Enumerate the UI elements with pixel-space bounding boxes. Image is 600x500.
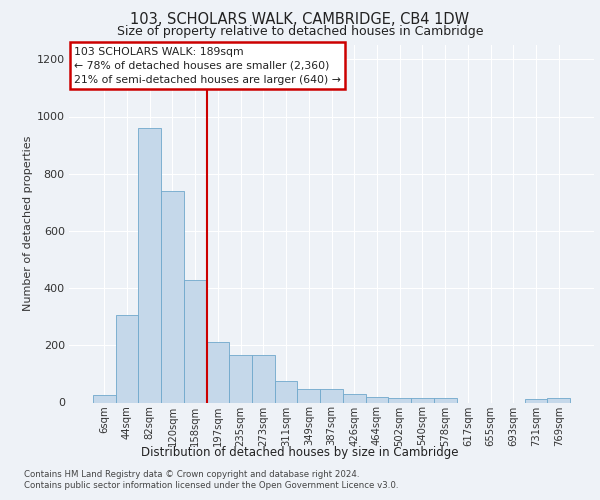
Bar (116, 316, 139, 402)
Bar (388, 398, 411, 402)
Bar (229, 356, 252, 403)
Text: Contains public sector information licensed under the Open Government Licence v3: Contains public sector information licen… (24, 481, 398, 490)
Bar (298, 389, 320, 402)
Text: Contains HM Land Registry data © Crown copyright and database right 2024.: Contains HM Land Registry data © Crown c… (24, 470, 359, 479)
Bar (161, 191, 184, 402)
Bar (252, 356, 275, 403)
Y-axis label: Number of detached properties: Number of detached properties (23, 136, 32, 312)
Text: 103, SCHOLARS WALK, CAMBRIDGE, CB4 1DW: 103, SCHOLARS WALK, CAMBRIDGE, CB4 1DW (130, 12, 470, 28)
Bar (434, 398, 457, 402)
Bar (206, 342, 229, 402)
Bar (524, 399, 547, 402)
Text: Distribution of detached houses by size in Cambridge: Distribution of detached houses by size … (141, 446, 459, 459)
Bar (139, 128, 161, 402)
Bar (547, 398, 570, 402)
Bar (320, 389, 343, 402)
Bar (343, 394, 365, 402)
Text: 103 SCHOLARS WALK: 189sqm
← 78% of detached houses are smaller (2,360)
21% of se: 103 SCHOLARS WALK: 189sqm ← 78% of detac… (74, 47, 341, 85)
Text: Size of property relative to detached houses in Cambridge: Size of property relative to detached ho… (117, 25, 483, 38)
Bar (275, 381, 298, 402)
Bar (365, 397, 388, 402)
Bar (411, 398, 434, 402)
Bar (93, 396, 116, 402)
Bar (184, 280, 206, 402)
